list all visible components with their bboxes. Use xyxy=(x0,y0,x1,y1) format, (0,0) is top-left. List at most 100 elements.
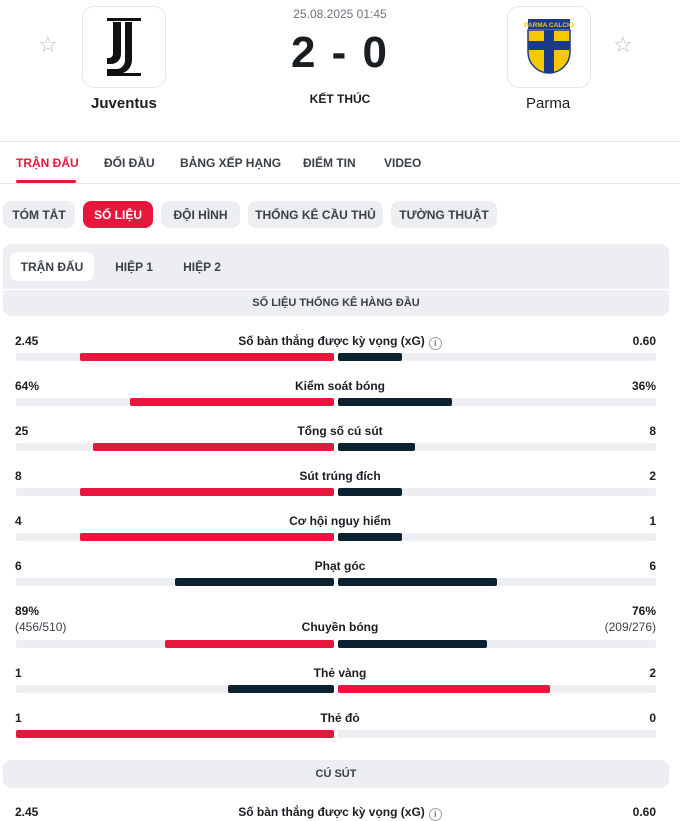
match-datetime: 25.08.2025 01:45 xyxy=(293,7,387,21)
stat-home-value: 64% xyxy=(15,379,40,393)
stat-label-text: Tổng số cú sút xyxy=(297,424,383,438)
stat-label-text: Thẻ đỏ xyxy=(320,711,360,725)
home-team-logo[interactable] xyxy=(82,6,166,88)
stat-label-text: Chuyền bóng xyxy=(301,620,379,634)
favorite-away-star-icon[interactable]: ☆ xyxy=(613,32,633,57)
stat-home-bar-track xyxy=(16,730,334,738)
period-full-match[interactable]: TRẬN ĐẤU xyxy=(10,252,94,281)
main-tabs: TRẬN ĐẤU ĐỐI ĐẦU BẢNG XẾP HẠNG ĐIỂM TIN … xyxy=(0,142,680,184)
stat-home-bar-track xyxy=(16,488,334,496)
stat-away-bar xyxy=(338,685,551,693)
stat-home-bar-track xyxy=(16,640,334,648)
stat-home-bar xyxy=(175,578,334,586)
stat-home-value: 6 xyxy=(15,559,22,573)
stat-home-value: 25 xyxy=(15,424,29,438)
stat-home-value: 2.45 xyxy=(15,334,39,348)
stat-home-bar-track xyxy=(16,353,334,361)
stat-row: 25 8 Tổng số cú sút xyxy=(0,424,680,464)
stat-home-value: 89% xyxy=(15,604,40,618)
stat-home-bar xyxy=(79,488,334,496)
tab-head-to-head[interactable]: ĐỐI ĐẦU xyxy=(104,156,155,170)
favorite-home-star-icon[interactable]: ☆ xyxy=(38,32,58,57)
stat-away-bar-track xyxy=(338,488,656,496)
tab-news[interactable]: ĐIỂM TIN xyxy=(303,156,356,170)
tab-standings[interactable]: BẢNG XẾP HẠNG xyxy=(180,156,282,170)
away-team-logo[interactable]: PARMA CALCIO xyxy=(507,6,591,88)
shots-xg-away-value: 0.60 xyxy=(632,805,656,819)
section-shots: CÚ SÚT xyxy=(3,760,669,788)
active-tab-indicator xyxy=(16,180,76,183)
match-status: KẾT THÚC xyxy=(309,92,371,106)
stat-row: 1 2 Thẻ vàng xyxy=(0,666,680,706)
subtab-commentary[interactable]: TƯỜNG THUẬT xyxy=(391,201,497,228)
stat-home-value: 1 xyxy=(15,711,22,725)
subtab-summary[interactable]: TÓM TẮT xyxy=(3,201,75,228)
stat-away-bar xyxy=(338,578,497,586)
stat-away-value: 8 xyxy=(649,424,656,438)
stat-away-bar-track xyxy=(338,640,656,648)
stat-row: 64% 36% Kiểm soát bóng xyxy=(0,379,680,419)
shots-xg-label: Số bàn thắng được kỳ vọng (xG) i xyxy=(0,805,680,821)
stat-away-bar xyxy=(338,640,488,648)
stat-label-text: Số bàn thắng được kỳ vọng (xG) xyxy=(238,334,425,348)
stat-label-text: Kiểm soát bóng xyxy=(294,379,385,393)
stat-away-bar xyxy=(338,443,416,451)
stat-away-value: 1 xyxy=(649,514,656,528)
stat-label-text: Sút trúng đích xyxy=(299,469,381,483)
tab-match[interactable]: TRẬN ĐẤU xyxy=(16,156,79,170)
stat-label-text: Cơ hội nguy hiểm xyxy=(289,514,391,528)
stat-row: 8 2 Sút trúng đích xyxy=(0,469,680,509)
stat-away-bar-track xyxy=(338,398,656,406)
stat-label: Thẻ đỏ xyxy=(0,711,680,725)
stat-home-bar-track xyxy=(16,398,334,406)
stat-home-bar-track xyxy=(16,685,334,693)
stat-away-bar-track xyxy=(338,578,656,586)
stat-away-bar-track xyxy=(338,533,656,541)
period-first-half[interactable]: HIỆP 1 xyxy=(115,259,153,274)
stat-away-detail: (209/276) xyxy=(604,620,656,634)
stat-home-bar xyxy=(79,353,334,361)
info-icon[interactable]: i xyxy=(428,808,442,821)
stat-label-text: Thẻ vàng xyxy=(313,666,367,680)
section-top-stats: SỐ LIỆU THỐNG KÊ HÀNG ĐẦU xyxy=(3,290,669,316)
period-second-half[interactable]: HIỆP 2 xyxy=(183,259,221,274)
stat-home-bar-track xyxy=(16,443,334,451)
stat-away-bar xyxy=(338,488,402,496)
parma-logo-icon: PARMA CALCIO xyxy=(524,19,574,74)
stat-row: 1 0 Thẻ đỏ xyxy=(0,711,680,751)
stat-away-value: 76% xyxy=(631,604,656,618)
stat-row: 2.45 0.60 Số bàn thắng được kỳ vọng (xG) i xyxy=(0,334,680,374)
stat-away-value: 0 xyxy=(649,711,656,725)
stat-away-value: 2 xyxy=(649,469,656,483)
match-score: 2 - 0 xyxy=(290,28,390,77)
stat-label: Cơ hội nguy hiểm xyxy=(0,514,680,528)
home-team-name[interactable]: Juventus xyxy=(91,95,157,112)
svg-text:PARMA CALCIO: PARMA CALCIO xyxy=(524,22,574,29)
stat-label: Chuyền bóng xyxy=(0,620,680,634)
stat-label: Số bàn thắng được kỳ vọng (xG) i xyxy=(0,334,680,350)
stat-row: 6 6 Phạt góc xyxy=(0,559,680,599)
subtab-player-stats[interactable]: THỐNG KÊ CẦU THỦ xyxy=(248,201,383,228)
stat-away-bar-track xyxy=(338,353,656,361)
stat-label: Kiểm soát bóng xyxy=(0,379,680,393)
away-team-name[interactable]: Parma xyxy=(526,95,571,112)
stat-away-bar-track xyxy=(338,685,656,693)
subtab-stats[interactable]: SỐ LIỆU xyxy=(83,201,153,228)
shots-xg-row: 2.45 Số bàn thắng được kỳ vọng (xG) i 0.6… xyxy=(0,805,680,821)
info-icon[interactable]: i xyxy=(428,337,442,350)
tab-video[interactable]: VIDEO xyxy=(384,156,422,170)
stat-away-value: 36% xyxy=(631,379,656,393)
shots-xg-label-text: Số bàn thắng được kỳ vọng (xG) xyxy=(238,805,425,819)
stat-home-value: 4 xyxy=(15,514,22,528)
stat-away-bar-track xyxy=(338,730,656,738)
stat-away-bar-track xyxy=(338,443,656,451)
stat-away-bar xyxy=(338,533,402,541)
stat-label: Thẻ vàng xyxy=(0,666,680,680)
subtab-lineups[interactable]: ĐỘI HÌNH xyxy=(161,201,240,228)
stat-label: Phạt góc xyxy=(0,559,680,573)
stat-away-value: 6 xyxy=(649,559,656,573)
stat-home-detail: (456/510) xyxy=(15,620,67,634)
stat-home-bar xyxy=(165,640,334,648)
stat-row: 89% 76% (456/510) (209/276) Chuyền bóng xyxy=(0,604,680,656)
juventus-logo-icon xyxy=(107,18,141,76)
